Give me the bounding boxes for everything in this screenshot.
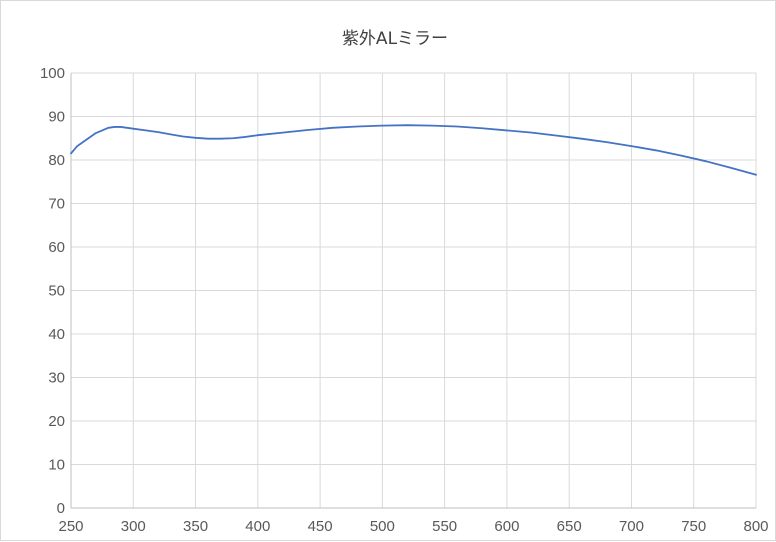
series-group [70, 124, 757, 176]
x-tick-labels: 250 300 350 400 450 500 550 600 650 700 750 800 [58, 518, 768, 535]
y-tick-label: 50 [48, 283, 65, 300]
y-tick-label: 100 [40, 65, 65, 82]
series-line-1 [70, 124, 757, 176]
x-tick-label: 450 [308, 518, 333, 535]
x-tick-label: 600 [494, 518, 519, 535]
x-tick-label: 650 [557, 518, 582, 535]
y-tick-label: 20 [48, 413, 65, 430]
x-tick-label: 500 [370, 518, 395, 535]
y-tick-label: 70 [48, 196, 65, 213]
chart-title: 紫外ALミラー [342, 29, 448, 49]
y-tick-label: 90 [48, 109, 65, 126]
x-tick-label: 400 [245, 518, 270, 535]
y-tick-label: 60 [48, 239, 65, 256]
x-tick-label: 350 [183, 518, 208, 535]
x-tick-label: 550 [432, 518, 457, 535]
y-tick-label: 30 [48, 370, 65, 387]
y-tick-label: 10 [48, 457, 65, 474]
x-tick-label: 700 [619, 518, 644, 535]
y-tick-label: 80 [48, 152, 65, 169]
x-tick-label: 800 [743, 518, 768, 535]
axes [70, 73, 756, 509]
x-tick-label: 750 [681, 518, 706, 535]
y-tick-label: 40 [48, 326, 65, 343]
y-tick-labels: 0 10 20 30 40 50 60 70 80 90 100 [40, 65, 65, 517]
y-tick-label: 0 [57, 500, 65, 517]
y-gridlines [71, 72, 756, 465]
x-tick-label: 250 [58, 518, 83, 535]
x-tick-label: 300 [121, 518, 146, 535]
